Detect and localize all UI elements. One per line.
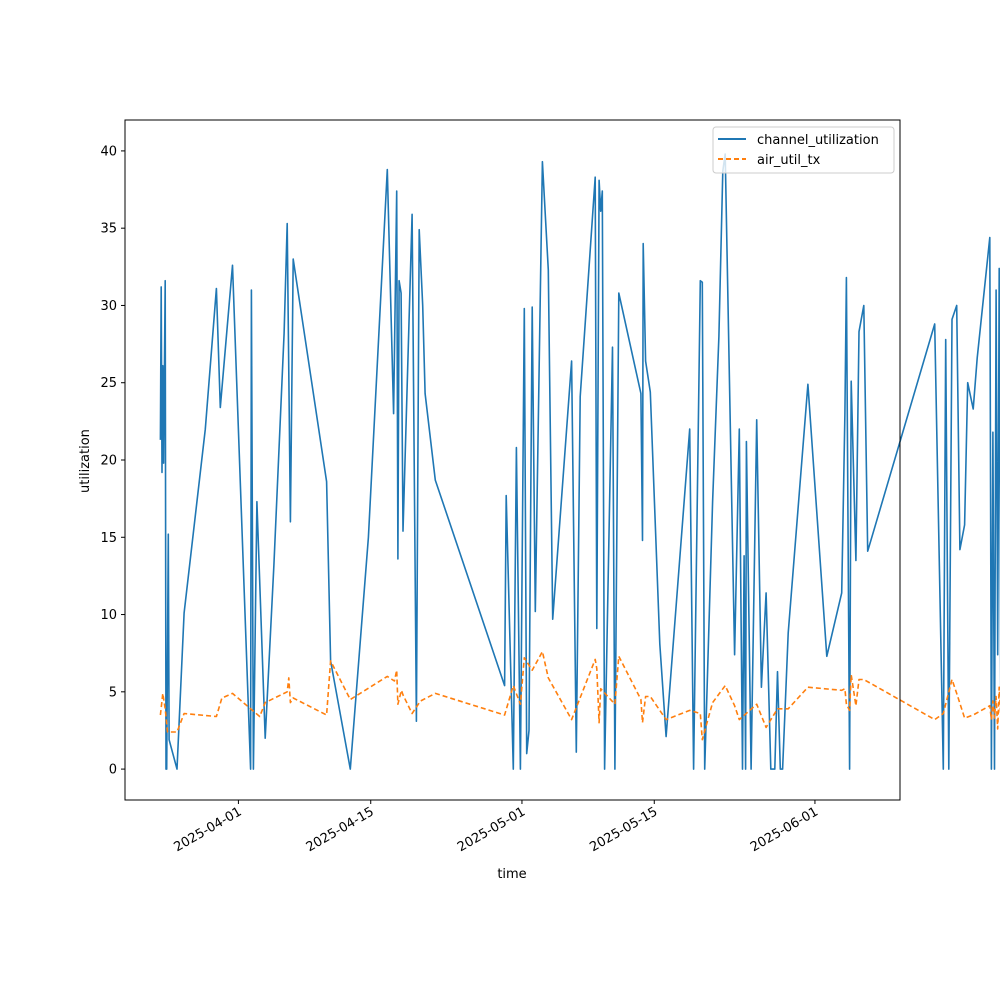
y-axis: 0 5 10 15 20 25 30 35 40 (100, 144, 125, 778)
series-line-air-util-tx (159, 650, 1000, 741)
y-tick-label: 30 (100, 299, 117, 314)
legend-label-air-util-tx: air_util_tx (757, 153, 821, 168)
y-tick-label: 35 (100, 222, 117, 237)
y-axis-label: utilization (78, 429, 93, 493)
y-tick-label: 40 (100, 144, 117, 159)
x-axis-label: time (497, 867, 526, 882)
y-tick-label: 5 (109, 685, 117, 700)
y-tick-label: 15 (100, 531, 117, 546)
y-tick-label: 10 (100, 608, 117, 623)
legend-label-channel-utilization: channel_utilization (757, 133, 879, 148)
y-tick-label: 0 (109, 763, 117, 778)
y-tick-label: 25 (100, 376, 117, 391)
legend-frame (712, 126, 895, 174)
legend: channel_utilization air_util_tx (712, 126, 895, 174)
y-tick-label: 20 (100, 454, 117, 469)
